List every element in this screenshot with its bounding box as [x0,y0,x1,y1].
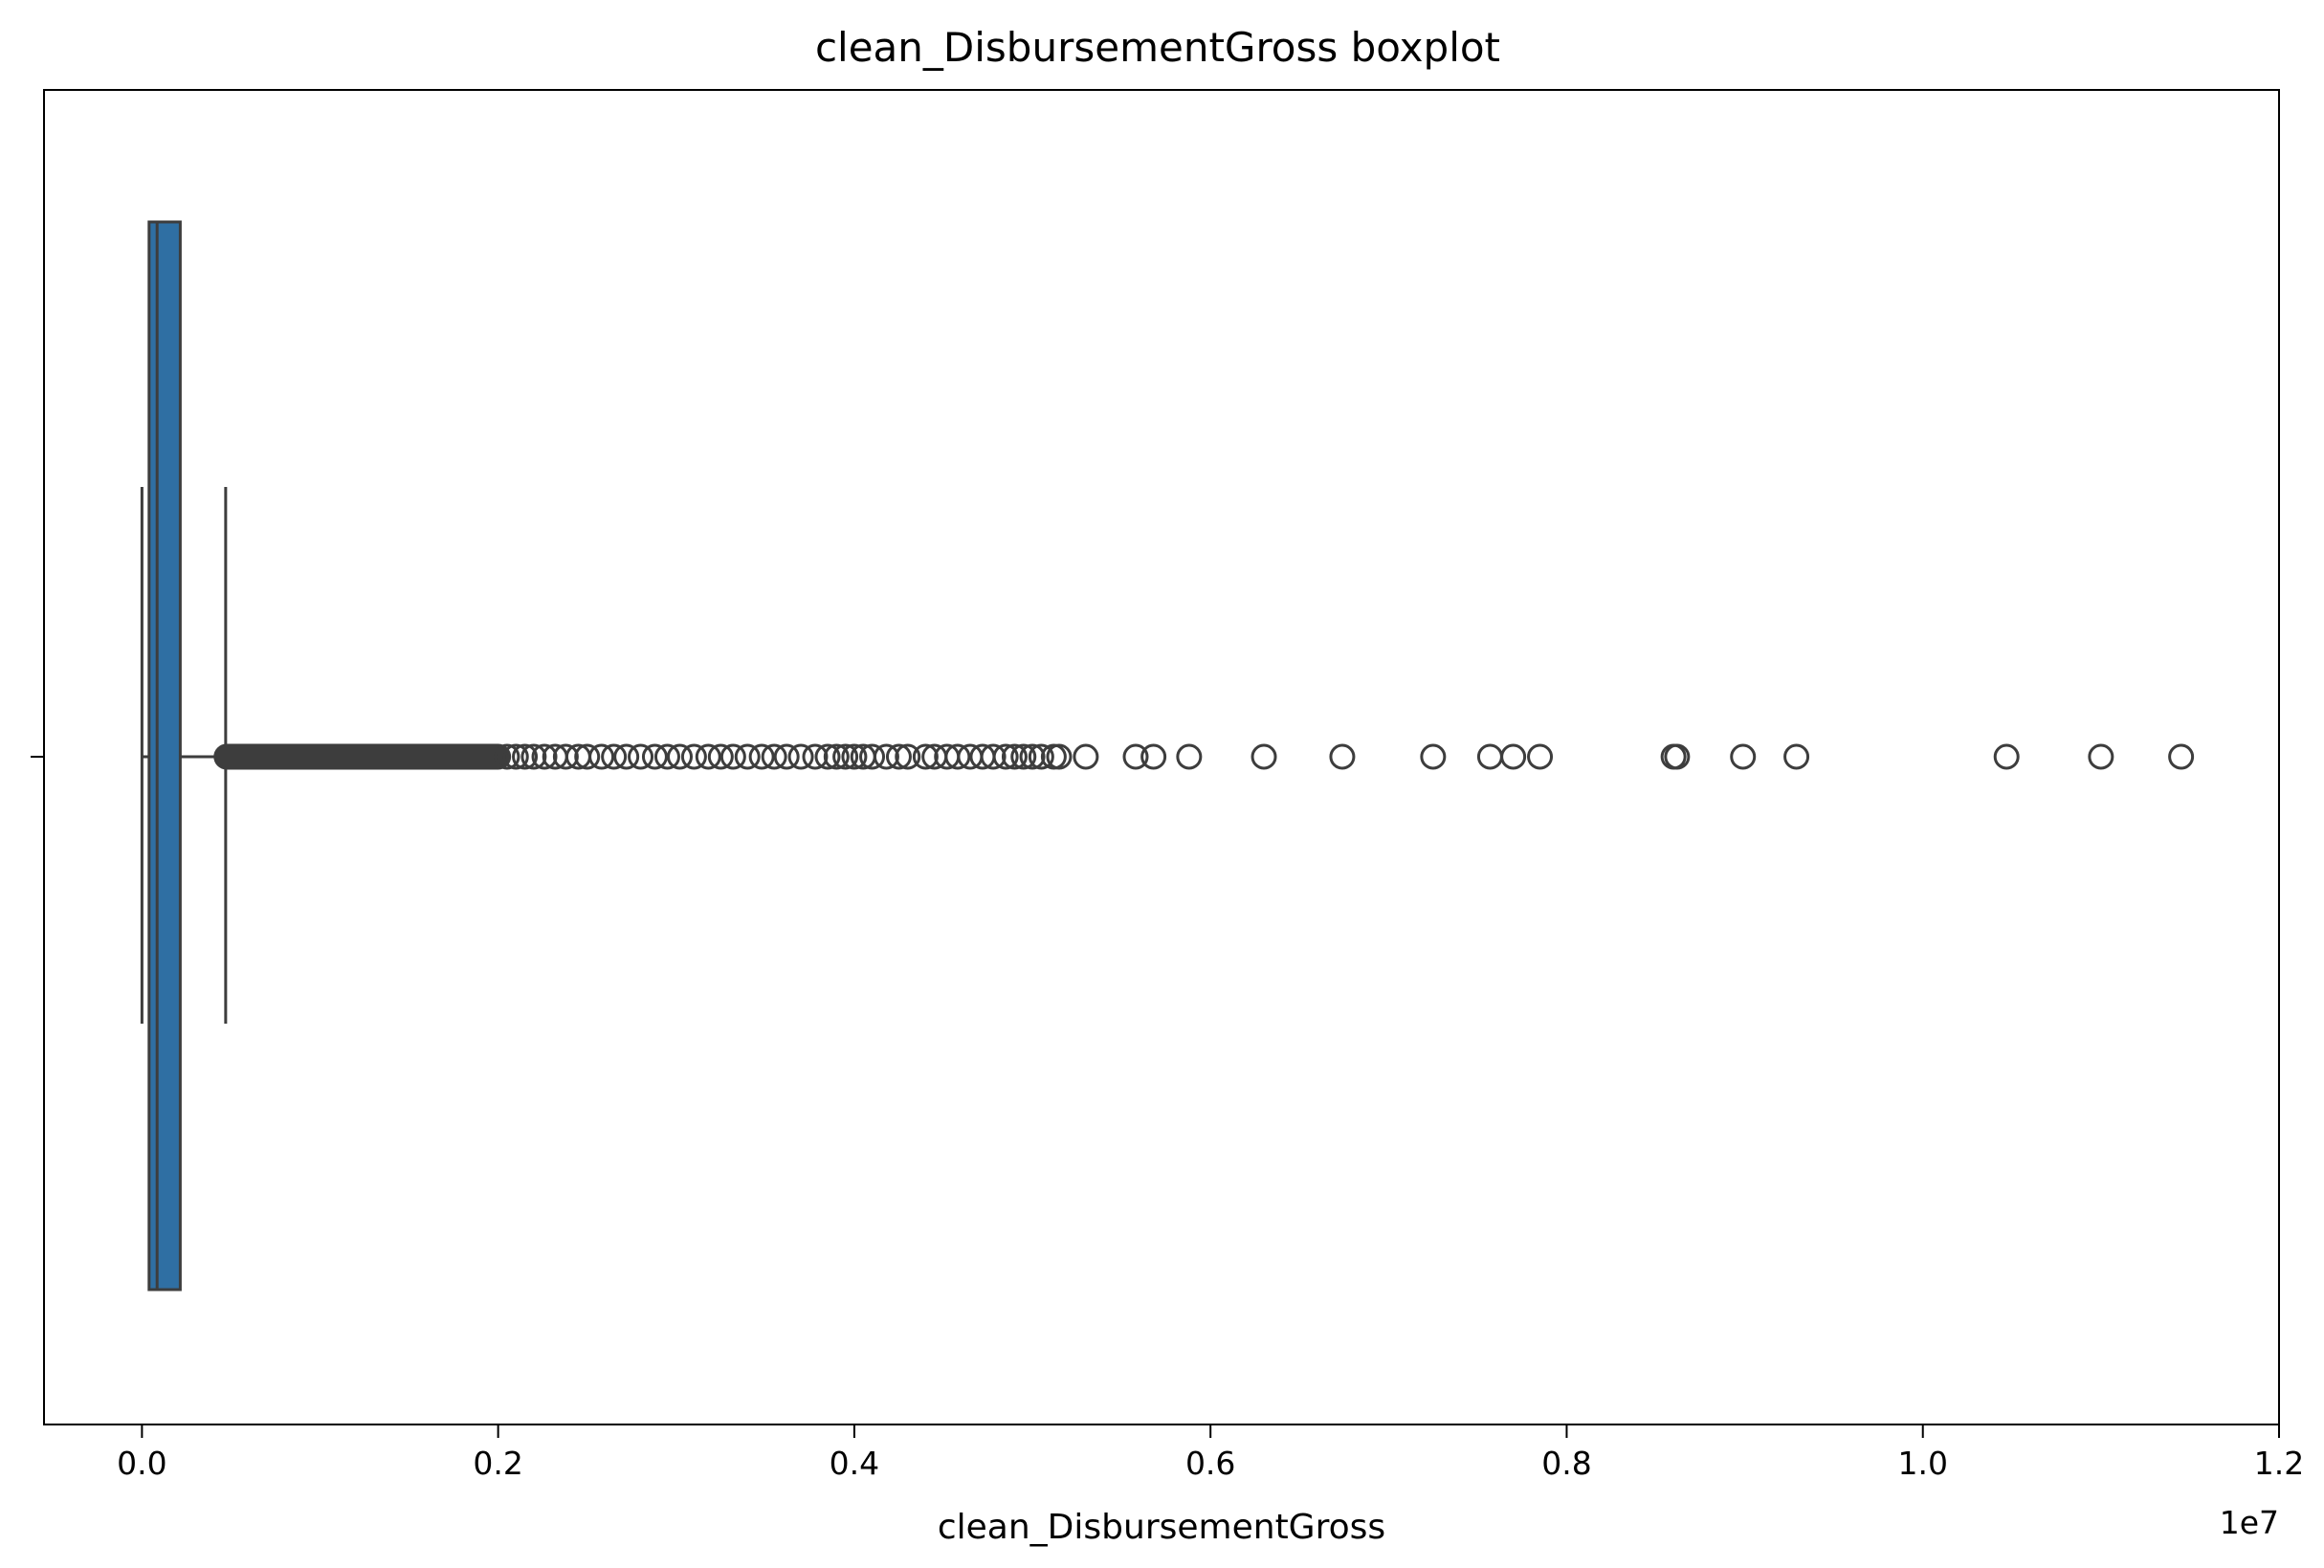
outlier-point [1664,743,1691,770]
outlier-point [653,743,680,770]
outlier-point [944,743,971,770]
outlier-point [1019,743,1046,770]
outlier-point [895,743,921,770]
outlier-point [1046,743,1073,770]
x-axis-offset-label: 1e7 [2220,1504,2279,1541]
outlier-point [1527,743,1554,770]
outlier-point [520,743,547,770]
outlier-point [832,743,859,770]
outlier-point [1329,743,1356,770]
outlier-point [1140,743,1167,770]
outlier-point [494,743,520,770]
outlier-point [1476,743,1503,770]
outlier-point [2088,743,2114,770]
outlier-point [2168,743,2195,770]
x-tick-label: 1.0 [1897,1445,1947,1482]
outlier-point [707,743,734,770]
outlier-point [628,743,654,770]
x-tick-label: 0.4 [830,1445,879,1482]
outlier-point [1001,743,1028,770]
chart-title: clean_DisbursementGross boxplot [815,24,1500,71]
outlier-point [761,743,787,770]
outlier-point [748,743,775,770]
outlier-point [512,743,539,770]
outlier-point [773,743,800,770]
outlier-point [601,743,628,770]
outlier-point [980,743,1007,770]
outlier-point [719,743,746,770]
outlier-point [552,743,579,770]
outlier-point [1028,743,1054,770]
x-axis-label: clean_DisbursementGross [938,1508,1385,1547]
outlier-point [873,743,899,770]
iqr-box [147,220,182,1292]
outlier-point [912,743,939,770]
outlier-point [667,743,694,770]
outlier-point [1251,743,1277,770]
outlier-point [695,743,721,770]
outlier-point [787,743,814,770]
outlier-point [734,743,761,770]
outlier-dense-cluster [213,743,512,770]
outlier-point [1730,743,1757,770]
outlier-point [502,743,529,770]
outlier-point [1122,743,1149,770]
outlier-point [574,743,601,770]
x-axis-ticks: 0.0 0.2 0.4 0.6 0.8 1.0 1.2 [117,1424,2304,1482]
outlier-point [1783,743,1810,770]
outlier-point [823,743,850,770]
outlier-point [680,743,707,770]
outlier-point [859,743,886,770]
outlier-point [885,743,912,770]
outlier-point [814,743,841,770]
outlier-point [588,743,615,770]
x-tick-label: 0.2 [473,1445,522,1482]
x-tick-label: 0.8 [1541,1445,1591,1482]
outlier-point [1500,743,1527,770]
outlier-point [531,743,558,770]
outlier-point [1420,743,1447,770]
outlier-point [1010,743,1037,770]
outlier-point [802,743,829,770]
boxplot [140,220,228,1292]
outlier-point [1176,743,1203,770]
outlier-point [1073,743,1099,770]
outlier-point [641,743,668,770]
outlier-point [613,743,640,770]
x-tick-label: 0.6 [1185,1445,1235,1482]
outlier-point [992,743,1019,770]
outlier-points [213,743,2195,770]
x-tick-label: 1.2 [2254,1445,2304,1482]
outlier-point [1993,743,2020,770]
outlier-point [841,743,868,770]
x-tick-label: 0.0 [117,1445,166,1482]
